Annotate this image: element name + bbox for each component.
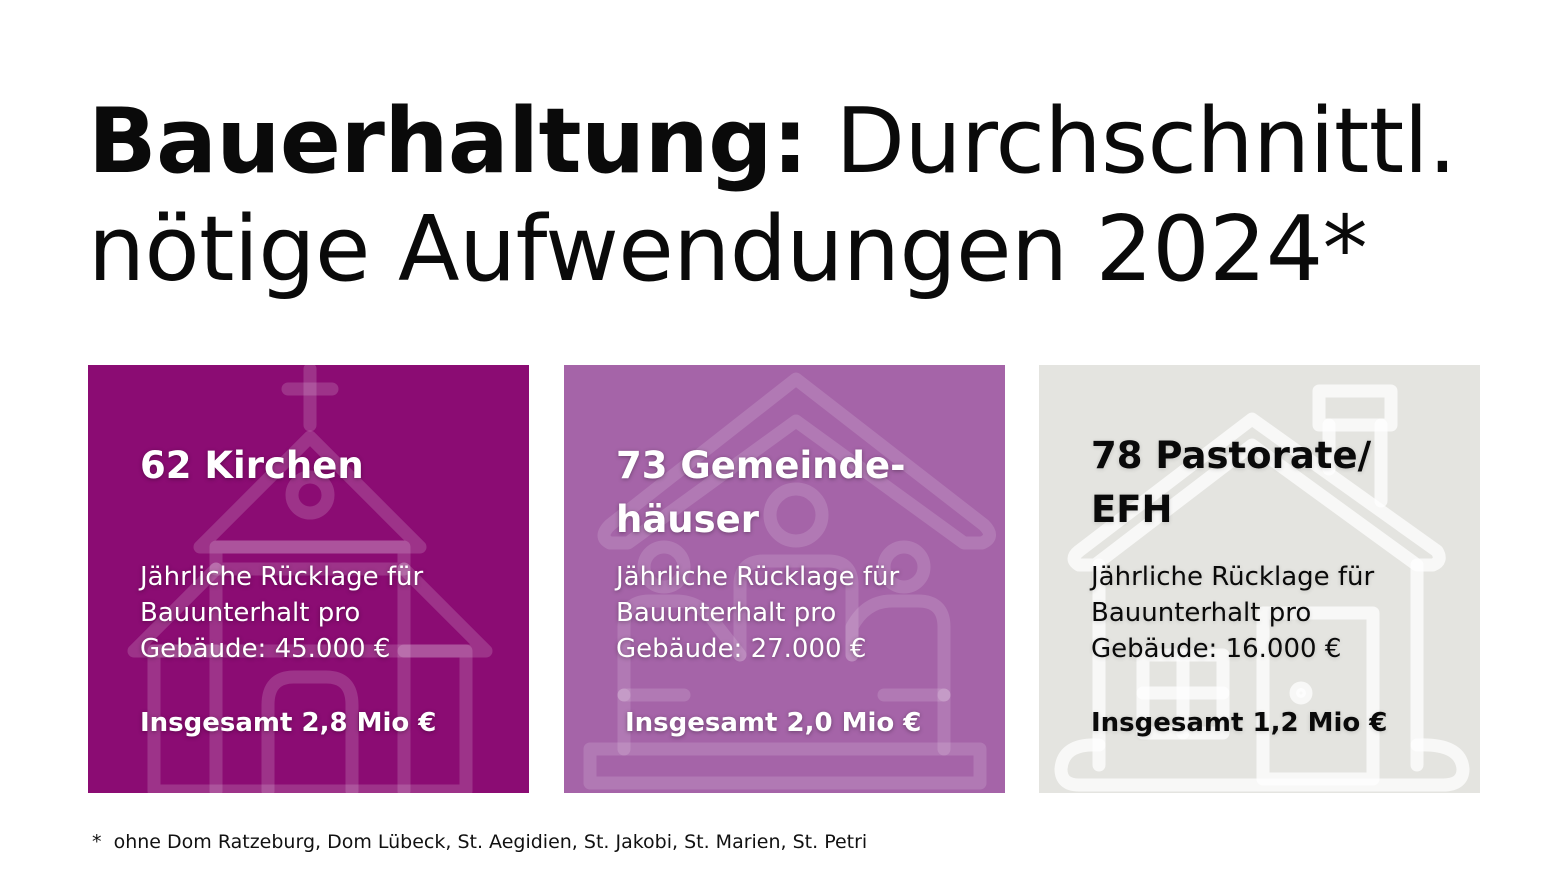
card-text: Insgesamt 2,8 Mio €: [140, 705, 509, 741]
card-text: 78 Pastorate/ EFH: [1091, 429, 1460, 537]
card-heading: 73 Gemeinde-: [616, 444, 906, 487]
card-heading: häuser: [616, 498, 760, 541]
card-churches: 62 Kirchen Jährliche Rücklage für Bauunt…: [88, 365, 529, 793]
title-bold-part: Bauerhaltung:: [88, 89, 808, 194]
card-rectories: 78 Pastorate/ EFH Jährliche Rücklage für…: [1039, 365, 1480, 793]
card-text: 73 Gemeinde- häuser: [616, 439, 985, 547]
card-total: Insgesamt 2,0 Mio €: [625, 708, 922, 738]
church-icon: [127, 365, 493, 793]
card-text: Jährliche Rücklage für Bauunterhalt pro …: [616, 559, 985, 667]
community-house-icon: [583, 372, 996, 790]
card-desc-line: Bauunterhalt pro: [616, 598, 837, 628]
card-desc-line: Bauunterhalt pro: [140, 598, 361, 628]
card-desc-line: Jährliche Rücklage für: [140, 562, 424, 592]
slide-title: Bauerhaltung: Durchschnittl. nötige Aufw…: [88, 88, 1508, 304]
card-heading: 78 Pastorate/: [1091, 434, 1372, 477]
card-total: Insgesamt 2,8 Mio €: [140, 708, 437, 738]
card-heading: 62 Kirchen: [140, 444, 364, 487]
card-text: Jährliche Rücklage für Bauunterhalt pro …: [140, 559, 509, 667]
house-icon: [1054, 384, 1470, 792]
card-heading: EFH: [1091, 488, 1173, 531]
card-desc-line: Jährliche Rücklage für: [616, 562, 900, 592]
card-text: Insgesamt 2,0 Mio €: [625, 705, 985, 741]
card-text: 62 Kirchen: [140, 439, 509, 493]
card-community-houses: 73 Gemeinde- häuser Jährliche Rücklage f…: [564, 365, 1005, 793]
card-desc-line: Gebäude: 16.000 €: [1091, 634, 1342, 664]
title-regular-part: Durchschnittl.: [807, 89, 1457, 194]
footnote: * ohne Dom Ratzeburg, Dom Lübeck, St. Ae…: [92, 831, 868, 853]
card-desc-line: Bauunterhalt pro: [1091, 598, 1312, 628]
title-line-2: nötige Aufwendungen 2024*: [88, 197, 1368, 302]
card-text: Insgesamt 1,2 Mio €: [1091, 705, 1460, 741]
card-text: Jährliche Rücklage für Bauunterhalt pro …: [1091, 559, 1460, 667]
card-desc-line: Gebäude: 27.000 €: [616, 634, 867, 664]
card-desc-line: Gebäude: 45.000 €: [140, 634, 391, 664]
card-desc-line: Jährliche Rücklage für: [1091, 562, 1375, 592]
card-total: Insgesamt 1,2 Mio €: [1091, 708, 1388, 738]
